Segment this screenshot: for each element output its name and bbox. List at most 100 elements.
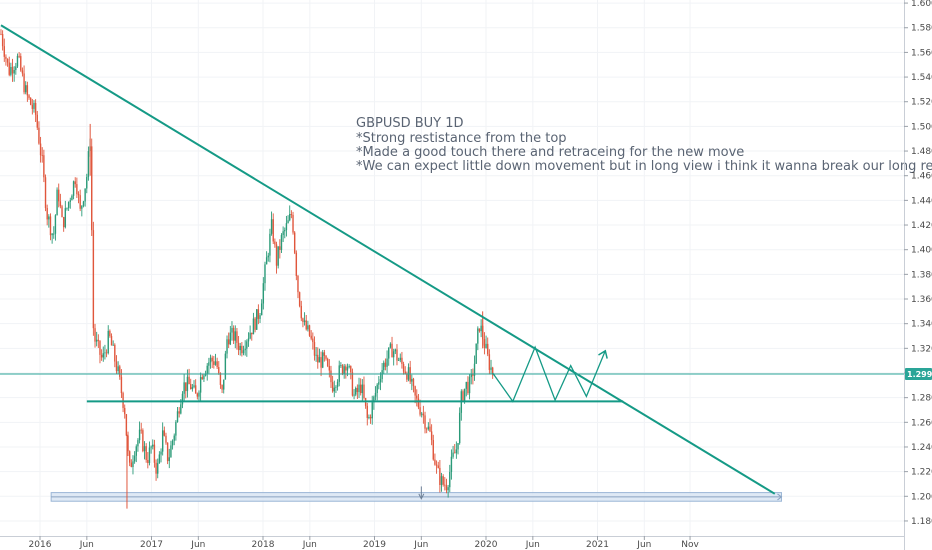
candle-body [53, 233, 55, 235]
candle-body [269, 233, 271, 256]
candle-body [452, 452, 454, 457]
candle-body [148, 447, 151, 464]
candle-body [424, 415, 426, 429]
candle-body [91, 146, 93, 231]
candle-body [221, 384, 223, 390]
candle-body [463, 388, 466, 401]
candle-body [369, 417, 372, 419]
candle-body [330, 370, 332, 383]
candle-body [183, 382, 185, 394]
zone-marker-arrow [418, 493, 425, 500]
candle-body [425, 428, 428, 430]
candle-body [180, 404, 182, 414]
candle-body [199, 377, 202, 393]
candle-body [285, 223, 288, 231]
projection-arrowhead [598, 349, 608, 359]
candle-body [389, 343, 392, 348]
drawings[interactable] [0, 24, 904, 500]
candle-body [67, 201, 70, 208]
price-tick-label: 1.18000 [911, 517, 932, 527]
candle-body [138, 429, 141, 441]
candle-body [147, 459, 149, 464]
candle-body [247, 338, 250, 342]
candle-body [440, 476, 443, 485]
candle-body [445, 485, 448, 491]
candle-body [394, 349, 397, 352]
candle-body [244, 348, 246, 351]
candle-body [150, 446, 152, 448]
candle-body [379, 379, 382, 383]
candle-body [437, 465, 439, 468]
candle-body [49, 216, 52, 236]
last-price-label: 1.29919 [907, 370, 932, 379]
candle-body [427, 426, 430, 430]
candle-body [125, 414, 128, 436]
candle-body [72, 181, 75, 196]
candle-body [186, 376, 189, 392]
candle-body [264, 264, 266, 284]
candle-body [95, 339, 98, 342]
candle-body [18, 55, 20, 57]
candle-body [336, 381, 339, 387]
candle-body [315, 354, 317, 356]
candle-body [414, 386, 416, 396]
candle-body [343, 366, 345, 374]
candle-body [117, 366, 119, 372]
candle-body [236, 331, 238, 343]
candle-body [214, 361, 217, 365]
candle-body [196, 393, 199, 397]
candle-body [346, 367, 349, 371]
candle-body [358, 384, 360, 393]
candle-body [282, 231, 284, 235]
candle-body [168, 457, 170, 462]
candle-body [158, 454, 161, 464]
candle-body [376, 384, 378, 394]
candle-body [435, 464, 438, 466]
candle-body [3, 46, 5, 57]
time-tick-label: Jun [636, 540, 651, 550]
candle-body [280, 234, 283, 250]
candle-body [470, 373, 472, 378]
candle-body [229, 332, 232, 345]
candle-body [104, 352, 106, 354]
candle-body [29, 97, 32, 105]
candle-body [351, 372, 354, 396]
candle-body [467, 381, 469, 394]
candle-body [383, 362, 385, 371]
base-zone-arrowhead [777, 493, 783, 501]
price-tick-label: 1.50000 [911, 122, 932, 132]
candle-body [491, 367, 494, 376]
candle-body [366, 405, 368, 418]
candle-body [386, 358, 388, 367]
candle-body [480, 325, 482, 332]
candle-body [391, 343, 393, 358]
candle-body [401, 357, 403, 364]
candle-body [153, 444, 156, 463]
time-tick-label: Jun [190, 540, 205, 550]
candle-body [444, 484, 446, 486]
candle-body [487, 343, 489, 355]
candle-body [381, 370, 383, 380]
candle-body [439, 467, 441, 485]
candle-body [359, 384, 362, 394]
candle-body [175, 421, 177, 436]
candle-body [76, 184, 78, 195]
candle-body [81, 205, 83, 209]
candle-body [340, 365, 342, 366]
candle-body [267, 255, 269, 258]
candle-body [368, 417, 370, 418]
candle-body [429, 426, 431, 432]
candle-body [483, 339, 486, 348]
candle-body [292, 214, 294, 233]
price-tick-label: 1.24000 [911, 443, 932, 453]
candle-body [326, 358, 329, 367]
candle-body [407, 367, 410, 380]
candle-body [272, 219, 274, 242]
price-tick-label: 1.32000 [911, 344, 932, 354]
candle-body [33, 102, 35, 109]
time-axis[interactable]: 2016 Jun 2017 Jun 2018 Jun 2019 Jun 2020 Jun 2021 J… [0, 536, 904, 550]
candle-body [348, 366, 350, 368]
candle-body [232, 327, 235, 341]
